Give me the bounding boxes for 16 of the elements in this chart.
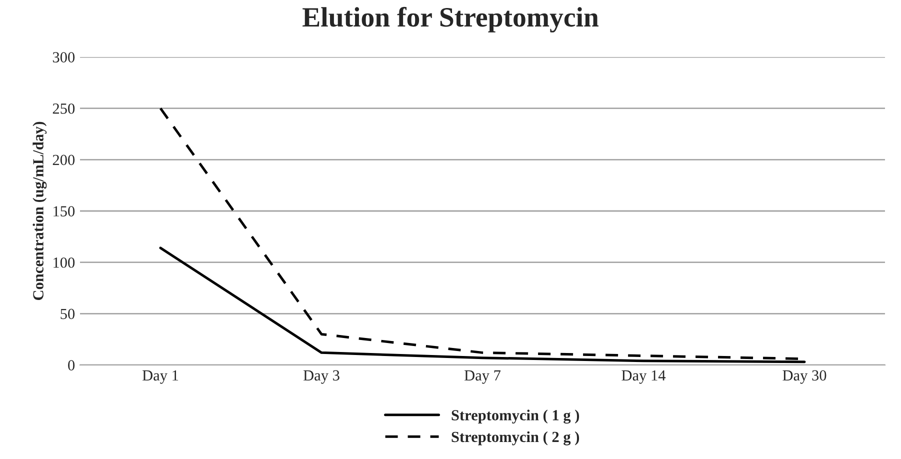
y-tick-label: 100: [54, 257, 75, 268]
y-tick-label: 150: [54, 206, 75, 216]
y-tick-label: 50: [60, 308, 75, 320]
x-tick-label: Day 1: [142, 370, 178, 384]
x-tick-label: Day 30: [782, 370, 826, 384]
x-tick-label: Day 14: [622, 370, 666, 384]
legend-label: Streptomycin ( 1 g ): [452, 410, 580, 424]
legend-label: Streptomycin ( 2 g ): [452, 431, 580, 446]
x-tick-label: Day 3: [303, 370, 340, 384]
y-tick-label: 300: [52, 52, 75, 62]
y-tick-label: 200: [52, 154, 75, 166]
y-tick-label: 250: [52, 103, 75, 114]
x-tick-label: Day 7: [464, 370, 501, 384]
y-axis-title: Concentration (ug/mL/day): [32, 122, 47, 300]
y-tick-label: 0: [68, 360, 75, 370]
chart-title: Elution for Streptomycin: [302, 6, 599, 32]
